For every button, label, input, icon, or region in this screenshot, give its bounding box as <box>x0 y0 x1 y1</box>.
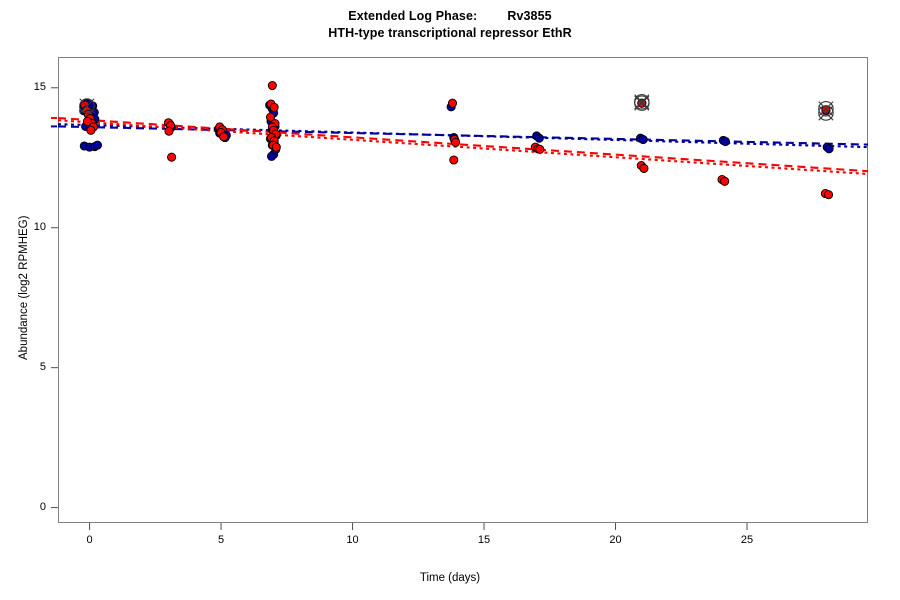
y-tick-label: 0 <box>39 500 46 513</box>
x-tick-label: 10 <box>346 534 359 546</box>
chart-title-line1: Extended Log Phase: Rv3855 <box>0 8 900 25</box>
chart-title-line2: HTH-type transcriptional repressor EthR <box>328 26 572 40</box>
chart-title-condition: Extended Log Phase: <box>348 9 478 23</box>
chart-title-gene: Rv3855 <box>507 9 552 23</box>
x-tick-label: 15 <box>477 534 491 546</box>
x-tick-label: 0 <box>86 534 93 546</box>
plot-frame <box>58 57 868 523</box>
chart-title: Extended Log Phase: Rv3855 HTH-type trans… <box>0 8 900 42</box>
x-tick-label: 25 <box>740 534 754 546</box>
y-tick-label: 5 <box>39 360 46 373</box>
y-axis-label: Abundance (log2 RPMHEG) <box>18 215 30 360</box>
x-tick-label: 20 <box>609 534 622 546</box>
y-tick-label: 10 <box>33 220 46 233</box>
x-axis-label: Time (days) <box>419 572 481 584</box>
x-tick-label: 5 <box>217 534 225 546</box>
y-tick-label: 15 <box>33 80 46 93</box>
